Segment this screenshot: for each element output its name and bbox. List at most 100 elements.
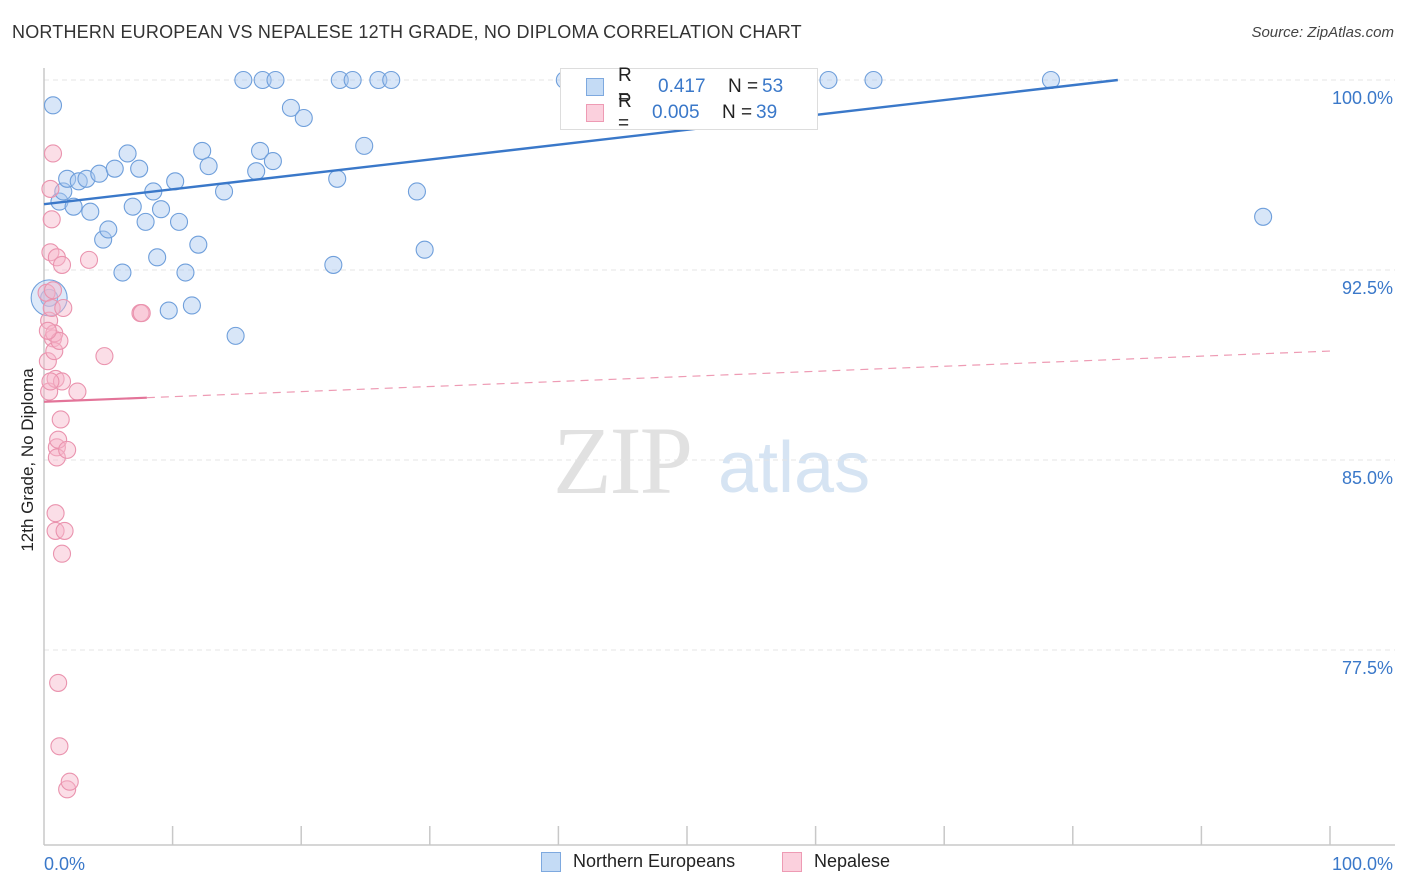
northern-european-point [250, 141, 270, 160]
northern-european-point [819, 70, 838, 90]
legend-n-label: N = [728, 76, 759, 97]
northern-european-point [118, 144, 137, 163]
legend-swatch-blue [586, 78, 604, 96]
bottom-legend-label: Northern Europeans [573, 851, 736, 871]
northern-european-point [182, 296, 201, 315]
y-tick-label: 77.5% [1342, 658, 1393, 678]
northern-european-point [407, 182, 426, 201]
nepalese-point [43, 144, 63, 163]
northern-european-point [263, 152, 282, 171]
nepalese-point [95, 347, 114, 366]
nepalese-trendline-dashed [146, 350, 1331, 399]
northern-european-point [281, 98, 300, 117]
northern-european-point [226, 326, 245, 345]
northern-european-point [1254, 207, 1273, 226]
nepalese-point [55, 521, 74, 540]
nepalese-point [41, 179, 60, 198]
x-tick-label-max: 100.0% [1332, 854, 1393, 874]
legend-row-nepalese: R = 0.005 N = 39 [561, 91, 778, 134]
legend-n-value: 39 [756, 102, 778, 123]
nepalese-trendline-solid [43, 396, 147, 403]
nepalese-point [51, 410, 70, 429]
bottom-legend-northern-europeans: Northern Europeans [541, 851, 735, 872]
watermark-atlas: atlas [718, 428, 871, 508]
northern-european-point [234, 70, 253, 90]
northern-european-point [247, 162, 266, 181]
y-axis-title: 12th Grade, No Diploma [18, 368, 37, 552]
northern-european-point [330, 70, 349, 90]
northern-european-point [43, 96, 63, 115]
northern-european-point [148, 248, 167, 267]
bottom-legend-swatch-blue [541, 851, 561, 872]
legend-n-value: 53 [762, 76, 784, 97]
northern-european-point [169, 212, 189, 231]
legend-r-label: R = [618, 65, 632, 108]
northern-european-point [355, 136, 374, 155]
nepalese-point [52, 255, 72, 274]
northern-european-point [864, 70, 883, 90]
northern-european-point [266, 70, 285, 90]
northern-european-point [214, 182, 234, 201]
legend-n-label: N = [722, 102, 753, 123]
northern-european-point [176, 263, 195, 282]
northern-european-point [105, 159, 124, 178]
nepalese-point [54, 298, 73, 318]
northern-european-point [294, 108, 313, 128]
northern-european-trendline [43, 78, 1118, 206]
nepalese-point [38, 352, 57, 371]
nepalese-point [45, 342, 64, 361]
nepalese-point [79, 250, 99, 269]
northern-european-point [253, 70, 272, 90]
nepalese-point [47, 448, 66, 467]
nepalese-point [42, 210, 61, 229]
nepalese-point [47, 438, 66, 457]
nepalese-point [50, 737, 69, 756]
legend-swatch-pink [586, 104, 604, 122]
y-tick-label: 100.0% [1332, 88, 1393, 108]
northern-european-point [90, 164, 109, 183]
correlation-legend: R = 0.417 N = 53 R = 0.005 N = 39 [560, 65, 818, 134]
nepalese-point [46, 504, 65, 523]
x-tick-label-min: 0.0% [44, 854, 85, 874]
northern-european-point [99, 220, 118, 239]
northern-european-point [113, 263, 132, 282]
northern-european-point [159, 301, 178, 320]
nepalese-point [60, 772, 79, 791]
northern-european-point [130, 159, 149, 178]
bottom-legend-label: Nepalese [814, 851, 891, 871]
northern-european-point [328, 169, 347, 188]
bottom-legend-swatch-pink [782, 851, 802, 872]
legend-r-value: 0.417 [658, 76, 706, 97]
nepalese-point [68, 382, 87, 401]
nepalese-point [43, 281, 63, 300]
nepalese-point [38, 321, 57, 340]
northern-european-point [64, 197, 83, 216]
y-tick-label: 85.0% [1342, 468, 1393, 488]
nepalese-point [49, 430, 68, 449]
northern-european-point [151, 200, 171, 219]
legend-r-label: R = [618, 91, 632, 134]
nepalese-point [52, 544, 72, 563]
legend-row-northern-europeans: R = 0.417 N = 53 [561, 65, 784, 108]
northern-european-point [369, 70, 388, 90]
northern-european-point [94, 230, 113, 249]
northern-european-point [415, 240, 434, 259]
nepalese-point [58, 440, 77, 459]
bottom-legend-nepalese: Nepalese [782, 851, 890, 872]
northern-european-point [382, 70, 401, 90]
source-label: Source: ZipAtlas.com [1251, 24, 1394, 41]
northern-european-point [324, 255, 343, 274]
chart-title: NORTHERN EUROPEAN VS NEPALESE 12TH GRADE… [12, 22, 802, 42]
nepalese-point [41, 372, 60, 391]
legend-r-value: 0.005 [652, 102, 700, 123]
northern-european-point [193, 141, 212, 160]
nepalese-point [49, 673, 68, 692]
northern-european-point [136, 212, 155, 231]
northern-european-point [189, 235, 208, 254]
northern-european-point [199, 157, 218, 176]
nepalese-point [50, 331, 69, 350]
nepalese-point [132, 304, 151, 323]
northern-european-point [343, 70, 362, 90]
y-tick-label: 92.5% [1342, 278, 1393, 298]
